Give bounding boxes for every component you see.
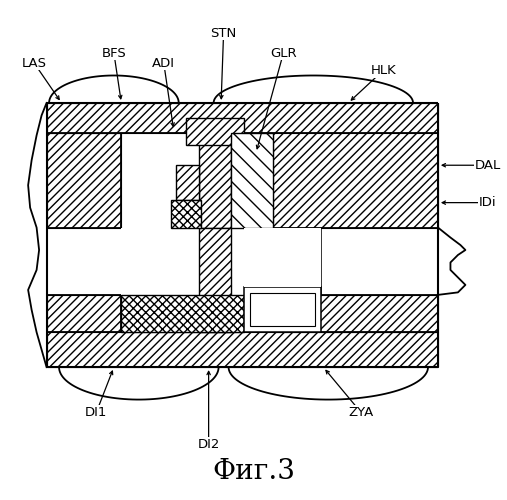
Text: BFS: BFS bbox=[101, 46, 126, 60]
Bar bbox=[47, 103, 438, 133]
Text: ZYA: ZYA bbox=[348, 406, 373, 418]
Text: Фиг.3: Фиг.3 bbox=[212, 458, 295, 485]
Bar bbox=[122, 228, 198, 295]
Bar bbox=[47, 332, 438, 367]
Bar bbox=[231, 133, 273, 228]
Bar bbox=[186, 118, 243, 146]
Text: DI2: DI2 bbox=[197, 438, 220, 451]
Bar bbox=[47, 295, 121, 333]
Text: HLK: HLK bbox=[370, 64, 396, 77]
Bar bbox=[121, 295, 243, 333]
Text: ADI: ADI bbox=[152, 56, 175, 70]
Text: STN: STN bbox=[210, 26, 237, 40]
Bar bbox=[199, 133, 231, 228]
Bar bbox=[199, 228, 231, 332]
Bar bbox=[249, 294, 315, 326]
Text: IDi: IDi bbox=[479, 196, 497, 209]
Bar bbox=[171, 200, 201, 228]
Bar bbox=[121, 228, 273, 295]
Bar bbox=[243, 288, 321, 333]
Text: DAL: DAL bbox=[475, 158, 501, 172]
Bar bbox=[176, 165, 199, 200]
Bar bbox=[273, 133, 438, 228]
Bar bbox=[47, 133, 121, 228]
Text: GLR: GLR bbox=[270, 46, 297, 60]
Bar bbox=[273, 295, 438, 333]
Bar bbox=[243, 228, 321, 288]
Text: DI1: DI1 bbox=[85, 406, 107, 418]
Text: LAS: LAS bbox=[22, 56, 47, 70]
